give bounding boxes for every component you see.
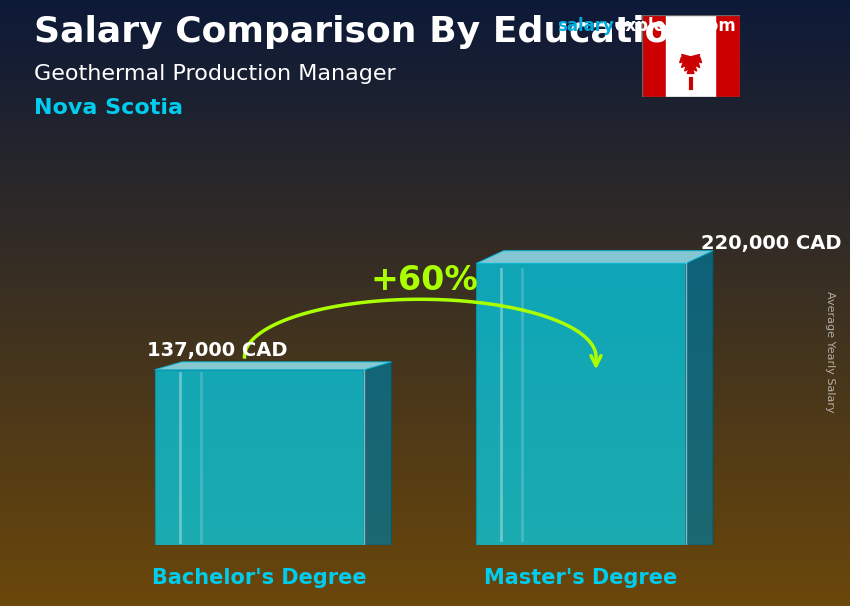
Text: Master's Degree: Master's Degree bbox=[484, 568, 677, 588]
Text: explorer.com: explorer.com bbox=[615, 17, 736, 35]
Text: +60%: +60% bbox=[370, 264, 478, 297]
Polygon shape bbox=[476, 264, 686, 545]
Polygon shape bbox=[155, 362, 391, 370]
Polygon shape bbox=[155, 370, 364, 545]
Polygon shape bbox=[680, 55, 701, 73]
Text: 137,000 CAD: 137,000 CAD bbox=[147, 341, 287, 359]
Text: Geothermal Production Manager: Geothermal Production Manager bbox=[34, 64, 396, 84]
Text: 220,000 CAD: 220,000 CAD bbox=[700, 234, 842, 253]
Bar bbox=[666, 15, 715, 97]
Polygon shape bbox=[364, 362, 391, 545]
Polygon shape bbox=[476, 251, 713, 264]
Bar bbox=[715, 15, 740, 97]
Text: salary: salary bbox=[557, 17, 614, 35]
Text: Bachelor's Degree: Bachelor's Degree bbox=[152, 568, 366, 588]
Text: Nova Scotia: Nova Scotia bbox=[34, 98, 183, 118]
Bar bbox=[642, 15, 666, 97]
Text: Salary Comparison By Education: Salary Comparison By Education bbox=[34, 15, 695, 49]
Polygon shape bbox=[686, 251, 713, 545]
Text: Average Yearly Salary: Average Yearly Salary bbox=[824, 291, 835, 412]
